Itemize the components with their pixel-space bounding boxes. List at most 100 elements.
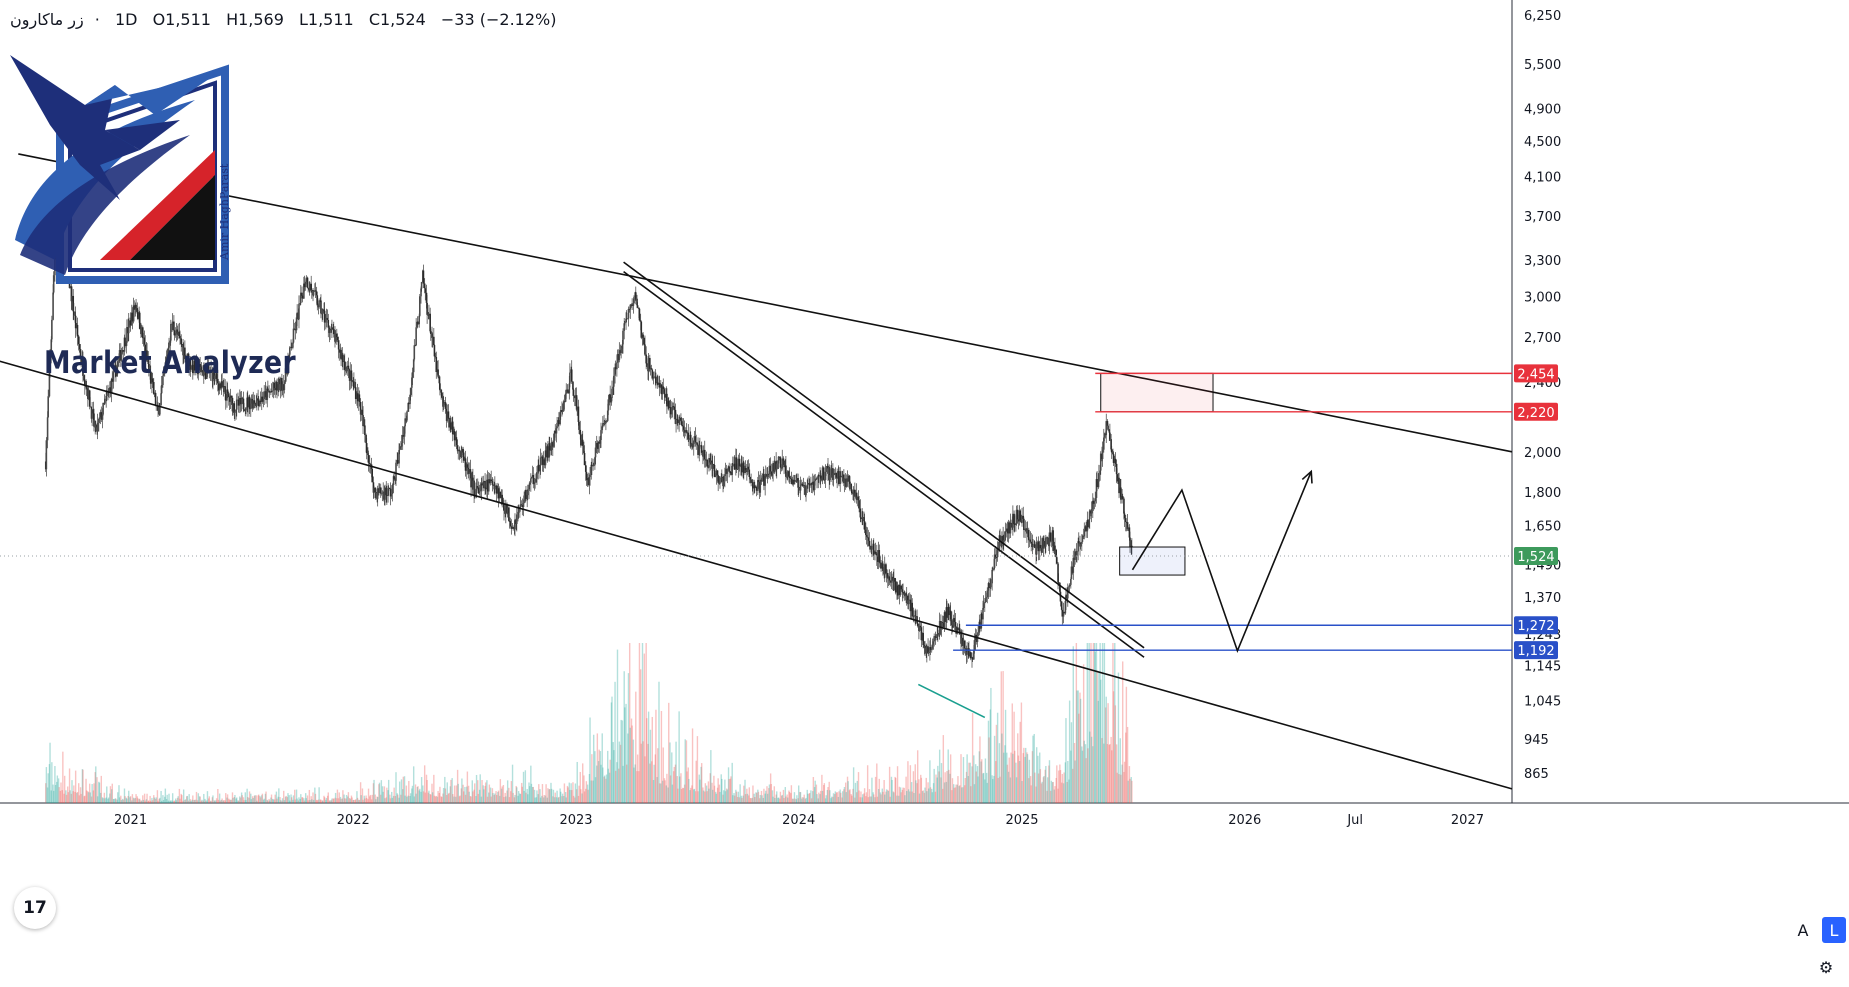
candle	[963, 639, 966, 654]
drawing-layer[interactable]	[0, 153, 1513, 790]
time-axis[interactable]: 2021 2022 2023 2024 2025 2026 Jul 2027	[114, 813, 1484, 828]
candle-body	[198, 363, 201, 371]
volume-bar	[851, 795, 853, 803]
candle-body	[254, 403, 256, 405]
volume-bar	[624, 707, 626, 803]
volume-bar	[319, 799, 322, 803]
candle-body	[310, 283, 312, 291]
volume-bar	[936, 777, 938, 803]
candle-body	[1059, 582, 1061, 592]
volume-bar	[322, 800, 324, 803]
volume-bar	[1120, 774, 1122, 803]
candle-body	[989, 587, 992, 589]
candle-body	[78, 344, 81, 350]
candle	[1099, 451, 1102, 475]
candle-body	[547, 446, 549, 458]
candle	[78, 336, 81, 353]
volume-bar	[384, 798, 386, 803]
volume-bar	[848, 790, 851, 803]
volume-bar	[276, 798, 278, 803]
volume-bar	[892, 791, 894, 803]
volume-bar	[303, 800, 306, 803]
candle	[331, 319, 333, 338]
candle-body	[899, 585, 902, 595]
candle-body	[209, 369, 212, 373]
candle-body	[973, 640, 976, 651]
volume-bar	[148, 800, 150, 803]
volume-bar	[1008, 757, 1010, 803]
candle	[188, 358, 190, 376]
symbol-header[interactable]: زر ماکارون · 1D O1,511 H1,569 L1,511 C1,…	[10, 10, 566, 29]
volume-bar	[852, 788, 854, 803]
volume-bar	[530, 783, 533, 803]
candle-body	[343, 361, 346, 370]
volume-bar	[863, 788, 866, 803]
volume-bar	[206, 800, 208, 803]
volume-bar	[625, 764, 628, 803]
candle-body	[553, 430, 556, 441]
candle-body	[788, 476, 791, 479]
candle-body	[790, 478, 793, 484]
volume-bar	[314, 787, 316, 803]
gear-icon[interactable]: ⚙	[1818, 960, 1834, 977]
volume-bar	[416, 787, 419, 803]
candle-body	[980, 613, 983, 620]
candle-body	[491, 481, 494, 485]
interval-label[interactable]: 1D	[114, 10, 138, 29]
candle-body	[834, 472, 837, 475]
volume-bar	[1014, 750, 1016, 803]
volume-bar	[1078, 713, 1080, 803]
candle-body	[468, 469, 471, 474]
candle-body	[889, 580, 892, 583]
volume-bar	[131, 800, 133, 803]
volume-bar	[219, 800, 221, 803]
volume-bar	[591, 754, 593, 803]
symbol-name[interactable]: زر ماکارون	[10, 10, 84, 29]
candle-body	[484, 480, 486, 489]
candle-body	[1030, 541, 1032, 544]
volume-bar	[717, 778, 719, 803]
candle-body	[304, 281, 307, 288]
volume-bar	[891, 779, 893, 803]
candle-body	[223, 386, 225, 387]
candle-body	[777, 460, 779, 464]
candle-body	[805, 485, 807, 496]
candle-body	[647, 357, 650, 372]
candle	[722, 475, 725, 489]
volume-bar	[160, 800, 163, 803]
volume-bar	[151, 797, 153, 803]
volume-bar	[423, 765, 426, 803]
volume-bar	[330, 800, 333, 803]
volume-bar	[294, 789, 296, 803]
candle	[94, 420, 97, 433]
candle-body	[365, 443, 368, 454]
volume-bar	[480, 796, 483, 803]
candle-body	[125, 342, 128, 347]
candle-body	[1103, 433, 1106, 438]
candle-body	[1108, 429, 1111, 433]
auto-scale-button[interactable]: A	[1797, 920, 1809, 940]
candle-body	[293, 328, 296, 330]
volume-bar	[909, 765, 912, 803]
candle	[525, 485, 527, 502]
tradingview-logo-icon[interactable]: 17	[14, 887, 56, 929]
volume-bar	[796, 795, 798, 803]
candle	[497, 483, 500, 508]
candle	[855, 483, 858, 504]
candle-body	[367, 453, 369, 456]
candle-body	[574, 395, 577, 399]
candle-body	[709, 458, 712, 463]
volume-bar	[646, 718, 648, 803]
candle	[790, 471, 793, 485]
candle-body	[697, 444, 699, 455]
candle	[911, 598, 914, 619]
candle-body	[1035, 542, 1038, 555]
candle	[46, 411, 49, 449]
volume-bar	[248, 797, 250, 803]
level-label-bg	[1514, 616, 1558, 635]
volume-bar	[146, 793, 148, 803]
volume-bar	[239, 797, 242, 803]
candle	[442, 392, 444, 412]
log-scale-button[interactable]: L	[1822, 917, 1846, 943]
